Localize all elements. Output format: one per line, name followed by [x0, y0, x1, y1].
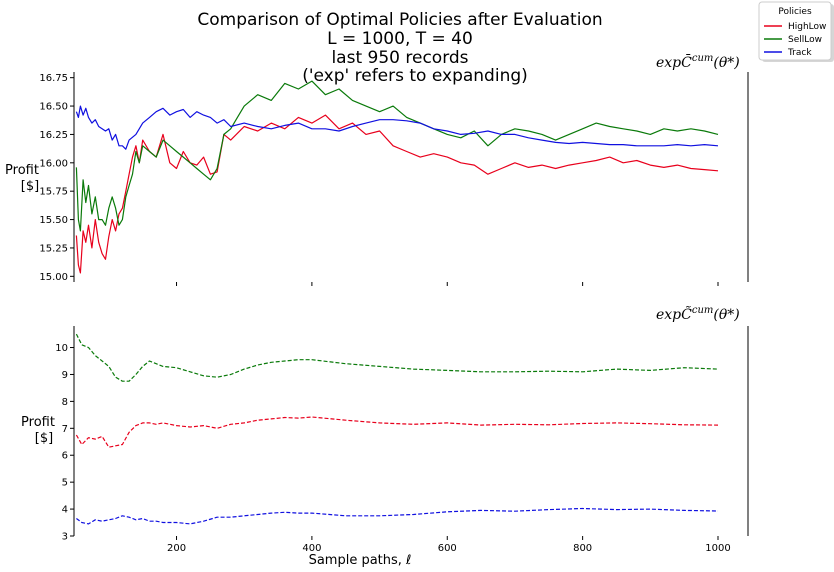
legend-label-highlow: HighLow: [788, 22, 826, 32]
title-line-4: ('exp' refers to expanding): [302, 66, 528, 86]
bottom-series-highlow: [75, 416, 719, 448]
top-panel-title-arg: (θ*): [713, 55, 739, 71]
bottom-panel: expC̃cum(θ*) Profit [$] 3 4 5 6 7 8 9 10 200 400 6…: [21, 305, 749, 554]
top-ytick-label-6: 16.50: [39, 102, 68, 113]
top-series-selllow: [75, 80, 719, 232]
title-line-2: L = 1000, T = 40: [327, 29, 473, 49]
bottom-ytick-label-4: 7: [62, 424, 68, 435]
top-series-track: [75, 105, 719, 150]
bottom-xtick-label-1: 400: [302, 543, 321, 554]
bottom-ytick-label-6: 9: [62, 370, 68, 381]
bottom-axes: 3 4 5 6 7 8 9 10 200 400 600 800 1000: [55, 326, 749, 554]
top-panel-title: expC̄cum(θ*): [656, 53, 740, 71]
bottom-ytick-label-7: 10: [55, 343, 68, 354]
top-ylabel-unit: [$]: [21, 179, 39, 194]
bottom-series-track: [76, 507, 719, 525]
bottom-ytick-label-0: 3: [62, 532, 68, 543]
legend-label-selllow: SellLow: [788, 35, 822, 45]
bottom-xtick-label-2: 600: [438, 543, 457, 554]
top-panel-title-sup: cum: [692, 53, 714, 64]
top-series: [75, 80, 719, 274]
legend: Policies HighLow SellLow Track: [758, 1, 834, 62]
top-ytick-label-5: 16.25: [39, 130, 68, 141]
legend-label-track: Track: [787, 48, 812, 58]
top-ytick-label-3: 15.75: [39, 187, 68, 198]
x-axis-label: Sample paths, ℓ: [309, 553, 412, 568]
top-ytick-label-1: 15.25: [39, 243, 68, 254]
bottom-ytick-label-3: 6: [62, 451, 68, 462]
bottom-ytick-label-5: 8: [62, 397, 68, 408]
top-panel-title-symbol: C̄: [681, 53, 692, 71]
top-ylabel: Profit: [5, 163, 39, 178]
title-line-3: last 950 records: [331, 48, 468, 68]
bottom-xtick-label-4: 1000: [705, 543, 730, 554]
bottom-panel-title-sup: cum: [692, 305, 714, 316]
chart-title: Comparison of Optimal Policies after Eva…: [197, 10, 602, 86]
bottom-panel-title-symbol: C̃: [681, 305, 692, 323]
bottom-panel-title-main: exp: [656, 307, 681, 323]
bottom-xtick-label-0: 200: [167, 543, 186, 554]
top-ytick-label-7: 16.75: [39, 73, 68, 84]
bottom-ytick-label-1: 4: [62, 505, 68, 516]
top-ytick-label-2: 15.50: [39, 215, 68, 226]
bottom-panel-title: expC̃cum(θ*): [656, 305, 740, 323]
bottom-ylabel: Profit: [21, 415, 55, 430]
legend-title: Policies: [778, 7, 812, 17]
bottom-ylabel-unit: [$]: [35, 431, 53, 446]
title-line-1: Comparison of Optimal Policies after Eva…: [197, 10, 602, 30]
legend-box: [758, 1, 832, 61]
top-panel-title-main: exp: [656, 55, 681, 71]
top-ytick-label-4: 16.00: [39, 158, 68, 169]
bottom-series: [75, 333, 719, 525]
top-series-highlow: [75, 114, 719, 274]
top-axes: 15.00 15.25 15.50 15.75 16.00 16.25 16.50 16.75: [39, 72, 749, 286]
bottom-ytick-label-2: 5: [62, 478, 68, 489]
bottom-xtick-label-3: 800: [573, 543, 592, 554]
bottom-series-selllow: [75, 333, 719, 382]
bottom-panel-title-arg: (θ*): [713, 307, 739, 323]
top-ytick-label-0: 15.00: [39, 272, 68, 283]
top-panel: expC̄cum(θ*) Profit [$] 15.0015.2515.501…: [5, 53, 749, 286]
